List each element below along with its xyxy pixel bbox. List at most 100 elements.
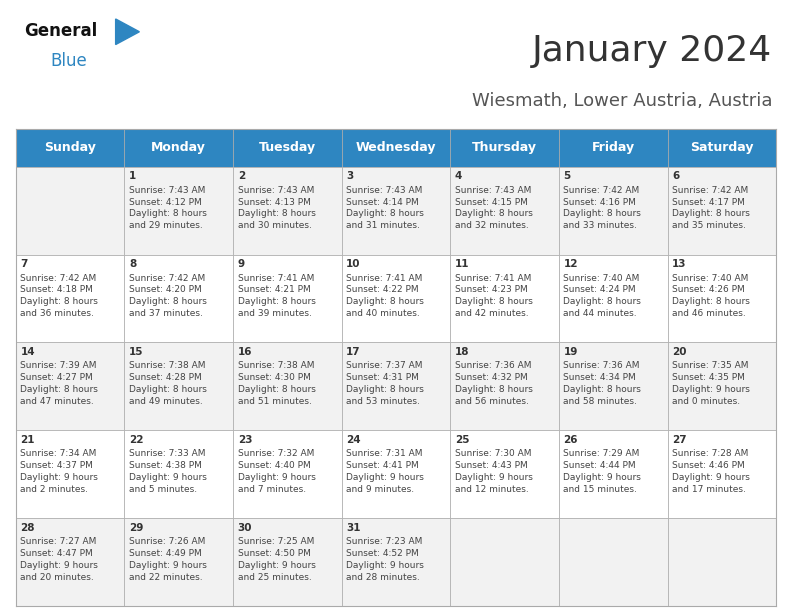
Text: 18: 18 [455, 347, 470, 357]
Text: Sunrise: 7:30 AM
Sunset: 4:43 PM
Daylight: 9 hours
and 12 minutes.: Sunrise: 7:30 AM Sunset: 4:43 PM Dayligh… [455, 449, 533, 494]
Bar [233, 255, 341, 342]
Text: 23: 23 [238, 435, 252, 445]
Text: 10: 10 [346, 259, 360, 269]
Text: Tuesday: Tuesday [259, 141, 316, 154]
Text: 27: 27 [672, 435, 687, 445]
Text: Sunrise: 7:23 AM
Sunset: 4:52 PM
Daylight: 9 hours
and 28 minutes.: Sunrise: 7:23 AM Sunset: 4:52 PM Dayligh… [346, 537, 425, 581]
Text: Monday: Monday [151, 141, 206, 154]
Bar [451, 129, 559, 166]
Text: Sunrise: 7:41 AM
Sunset: 4:22 PM
Daylight: 8 hours
and 40 minutes.: Sunrise: 7:41 AM Sunset: 4:22 PM Dayligh… [346, 274, 425, 318]
Bar [668, 129, 776, 166]
Bar [16, 255, 124, 342]
Bar [341, 430, 451, 518]
Text: Sunrise: 7:34 AM
Sunset: 4:37 PM
Daylight: 9 hours
and 2 minutes.: Sunrise: 7:34 AM Sunset: 4:37 PM Dayligh… [21, 449, 98, 494]
Bar [559, 129, 668, 166]
Bar [16, 342, 124, 430]
Text: 6: 6 [672, 171, 680, 182]
Text: Sunrise: 7:43 AM
Sunset: 4:14 PM
Daylight: 8 hours
and 31 minutes.: Sunrise: 7:43 AM Sunset: 4:14 PM Dayligh… [346, 186, 425, 230]
Bar [451, 518, 559, 606]
Text: Sunrise: 7:43 AM
Sunset: 4:15 PM
Daylight: 8 hours
and 32 minutes.: Sunrise: 7:43 AM Sunset: 4:15 PM Dayligh… [455, 186, 533, 230]
Bar [16, 430, 124, 518]
Text: 29: 29 [129, 523, 143, 533]
Text: 15: 15 [129, 347, 143, 357]
Bar [668, 518, 776, 606]
Text: Sunrise: 7:35 AM
Sunset: 4:35 PM
Daylight: 9 hours
and 0 minutes.: Sunrise: 7:35 AM Sunset: 4:35 PM Dayligh… [672, 362, 750, 406]
Bar [124, 518, 233, 606]
Bar [124, 430, 233, 518]
Text: 9: 9 [238, 259, 245, 269]
Text: Sunday: Sunday [44, 141, 96, 154]
Bar [668, 166, 776, 255]
Bar [559, 166, 668, 255]
Text: 5: 5 [563, 171, 571, 182]
Text: 8: 8 [129, 259, 136, 269]
Bar [124, 255, 233, 342]
Text: Sunrise: 7:36 AM
Sunset: 4:34 PM
Daylight: 8 hours
and 58 minutes.: Sunrise: 7:36 AM Sunset: 4:34 PM Dayligh… [563, 362, 642, 406]
Text: 19: 19 [563, 347, 578, 357]
Bar [559, 255, 668, 342]
Text: 13: 13 [672, 259, 687, 269]
Text: Sunrise: 7:31 AM
Sunset: 4:41 PM
Daylight: 9 hours
and 9 minutes.: Sunrise: 7:31 AM Sunset: 4:41 PM Dayligh… [346, 449, 425, 494]
Text: Sunrise: 7:37 AM
Sunset: 4:31 PM
Daylight: 8 hours
and 53 minutes.: Sunrise: 7:37 AM Sunset: 4:31 PM Dayligh… [346, 362, 425, 406]
Text: Sunrise: 7:40 AM
Sunset: 4:26 PM
Daylight: 8 hours
and 46 minutes.: Sunrise: 7:40 AM Sunset: 4:26 PM Dayligh… [672, 274, 750, 318]
Text: 25: 25 [455, 435, 470, 445]
Bar [559, 518, 668, 606]
Bar [233, 430, 341, 518]
Bar [341, 129, 451, 166]
Text: 12: 12 [563, 259, 578, 269]
Text: Sunrise: 7:42 AM
Sunset: 4:17 PM
Daylight: 8 hours
and 35 minutes.: Sunrise: 7:42 AM Sunset: 4:17 PM Dayligh… [672, 186, 750, 230]
Text: 2: 2 [238, 171, 245, 182]
Text: Sunrise: 7:42 AM
Sunset: 4:20 PM
Daylight: 8 hours
and 37 minutes.: Sunrise: 7:42 AM Sunset: 4:20 PM Dayligh… [129, 274, 207, 318]
Text: 20: 20 [672, 347, 687, 357]
Text: Sunrise: 7:40 AM
Sunset: 4:24 PM
Daylight: 8 hours
and 44 minutes.: Sunrise: 7:40 AM Sunset: 4:24 PM Dayligh… [563, 274, 642, 318]
Text: January 2024: January 2024 [532, 34, 772, 69]
Text: 21: 21 [21, 435, 35, 445]
Text: Sunrise: 7:32 AM
Sunset: 4:40 PM
Daylight: 9 hours
and 7 minutes.: Sunrise: 7:32 AM Sunset: 4:40 PM Dayligh… [238, 449, 315, 494]
Text: 24: 24 [346, 435, 361, 445]
Text: Sunrise: 7:41 AM
Sunset: 4:21 PM
Daylight: 8 hours
and 39 minutes.: Sunrise: 7:41 AM Sunset: 4:21 PM Dayligh… [238, 274, 315, 318]
Bar [451, 430, 559, 518]
Bar [341, 255, 451, 342]
Text: Thursday: Thursday [472, 141, 537, 154]
Text: Sunrise: 7:43 AM
Sunset: 4:12 PM
Daylight: 8 hours
and 29 minutes.: Sunrise: 7:43 AM Sunset: 4:12 PM Dayligh… [129, 186, 207, 230]
Bar [559, 342, 668, 430]
Text: 1: 1 [129, 171, 136, 182]
Text: Sunrise: 7:25 AM
Sunset: 4:50 PM
Daylight: 9 hours
and 25 minutes.: Sunrise: 7:25 AM Sunset: 4:50 PM Dayligh… [238, 537, 315, 581]
Text: Sunrise: 7:27 AM
Sunset: 4:47 PM
Daylight: 9 hours
and 20 minutes.: Sunrise: 7:27 AM Sunset: 4:47 PM Dayligh… [21, 537, 98, 581]
Bar [451, 166, 559, 255]
Bar [16, 518, 124, 606]
Polygon shape [116, 19, 139, 45]
Text: Friday: Friday [592, 141, 635, 154]
Bar [16, 166, 124, 255]
Text: 7: 7 [21, 259, 28, 269]
Text: Blue: Blue [51, 51, 87, 70]
Text: Sunrise: 7:33 AM
Sunset: 4:38 PM
Daylight: 9 hours
and 5 minutes.: Sunrise: 7:33 AM Sunset: 4:38 PM Dayligh… [129, 449, 207, 494]
Bar [16, 129, 124, 166]
Text: Sunrise: 7:36 AM
Sunset: 4:32 PM
Daylight: 8 hours
and 56 minutes.: Sunrise: 7:36 AM Sunset: 4:32 PM Dayligh… [455, 362, 533, 406]
Text: Wednesday: Wednesday [356, 141, 436, 154]
Text: 22: 22 [129, 435, 143, 445]
Text: 4: 4 [455, 171, 463, 182]
Text: Sunrise: 7:38 AM
Sunset: 4:30 PM
Daylight: 8 hours
and 51 minutes.: Sunrise: 7:38 AM Sunset: 4:30 PM Dayligh… [238, 362, 315, 406]
Text: General: General [24, 22, 97, 40]
Bar [233, 166, 341, 255]
Bar [124, 129, 233, 166]
Text: Sunrise: 7:42 AM
Sunset: 4:16 PM
Daylight: 8 hours
and 33 minutes.: Sunrise: 7:42 AM Sunset: 4:16 PM Dayligh… [563, 186, 642, 230]
Text: Sunrise: 7:29 AM
Sunset: 4:44 PM
Daylight: 9 hours
and 15 minutes.: Sunrise: 7:29 AM Sunset: 4:44 PM Dayligh… [563, 449, 642, 494]
Text: 14: 14 [21, 347, 35, 357]
Bar [341, 518, 451, 606]
Bar [451, 342, 559, 430]
Bar [668, 255, 776, 342]
Text: Sunrise: 7:38 AM
Sunset: 4:28 PM
Daylight: 8 hours
and 49 minutes.: Sunrise: 7:38 AM Sunset: 4:28 PM Dayligh… [129, 362, 207, 406]
Text: 16: 16 [238, 347, 252, 357]
Text: 11: 11 [455, 259, 470, 269]
Text: 30: 30 [238, 523, 252, 533]
Text: Sunrise: 7:42 AM
Sunset: 4:18 PM
Daylight: 8 hours
and 36 minutes.: Sunrise: 7:42 AM Sunset: 4:18 PM Dayligh… [21, 274, 98, 318]
Bar [668, 430, 776, 518]
Bar [341, 166, 451, 255]
Bar [233, 129, 341, 166]
Text: Saturday: Saturday [690, 141, 754, 154]
Bar [559, 430, 668, 518]
Text: 3: 3 [346, 171, 353, 182]
Bar [668, 342, 776, 430]
